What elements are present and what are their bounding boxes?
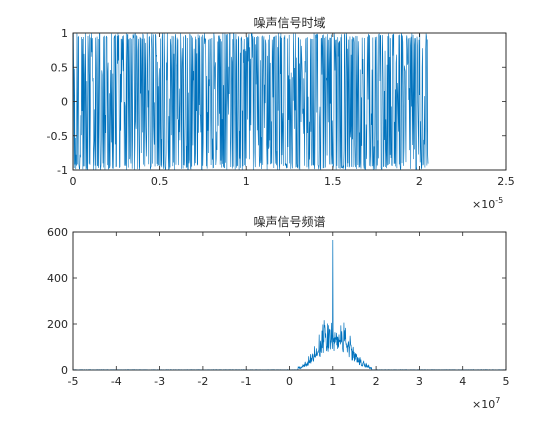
x-tick-label: 1 — [243, 175, 250, 188]
x-tick-label: 0 — [70, 175, 77, 188]
x-tick-label: 5 — [503, 375, 510, 388]
spectrum-x-multiplier: ×107 — [472, 396, 500, 411]
x-tick-label: -3 — [154, 375, 165, 388]
spectrum-axes: 噪声信号频谱 -5 -4 -3 -2 -1 0 1 2 3 4 5 0 200 400 600 ×107 — [47, 215, 510, 411]
spectrum-plot-area — [72, 231, 507, 371]
x-tick-label: 4 — [459, 375, 466, 388]
time-domain-series — [72, 32, 429, 171]
spectrum-y-ticks: 0 200 400 600 — [47, 226, 506, 377]
x-tick-label: 1.5 — [324, 175, 342, 188]
y-tick-label: 200 — [47, 318, 68, 331]
x-tick-label: 3 — [416, 375, 423, 388]
x-tick-label: 0 — [286, 375, 293, 388]
time-domain-x-multiplier-exponent: -5 — [495, 196, 503, 205]
spectrum-x-multiplier-base: ×10 — [472, 398, 495, 411]
spectrum-x-ticks: -5 -4 -3 -2 -1 0 1 2 3 4 5 — [68, 232, 510, 388]
x-tick-label: 0.5 — [151, 175, 169, 188]
time-domain-x-multiplier: ×10-5 — [472, 196, 503, 211]
x-tick-label: 2.5 — [497, 175, 515, 188]
y-tick-label: 1 — [61, 27, 68, 40]
y-tick-label: 600 — [47, 226, 68, 239]
x-tick-label: -2 — [197, 375, 208, 388]
y-tick-label: 0 — [61, 96, 68, 109]
x-tick-label: -1 — [241, 375, 252, 388]
time-domain-line — [72, 32, 429, 171]
y-tick-label: 0.5 — [51, 61, 69, 74]
x-tick-label: -4 — [111, 375, 122, 388]
x-tick-label: -5 — [68, 375, 79, 388]
x-tick-label: 2 — [373, 375, 380, 388]
y-tick-label: 0 — [61, 364, 68, 377]
x-tick-label: 1 — [329, 375, 336, 388]
time-domain-x-ticks: 0 0.5 1 1.5 2 2.5 — [70, 33, 515, 188]
y-tick-label: -0.5 — [47, 130, 68, 143]
time-domain-x-multiplier-base: ×10 — [472, 198, 495, 211]
y-tick-label: -1 — [57, 164, 68, 177]
y-tick-label: 400 — [47, 272, 68, 285]
time-domain-axes: 噪声信号时域 0 0.5 1 1.5 2 2.5 -1 -0.5 0 0.5 1 ×10-5 — [47, 16, 515, 211]
spectrum-x-multiplier-exponent: 7 — [495, 396, 500, 405]
time-domain-title: 噪声信号时域 — [253, 16, 325, 30]
time-domain-y-ticks: -1 -0.5 0 0.5 1 — [47, 27, 506, 177]
x-tick-label: 2 — [416, 175, 423, 188]
spectrum-title: 噪声信号频谱 — [253, 215, 325, 229]
